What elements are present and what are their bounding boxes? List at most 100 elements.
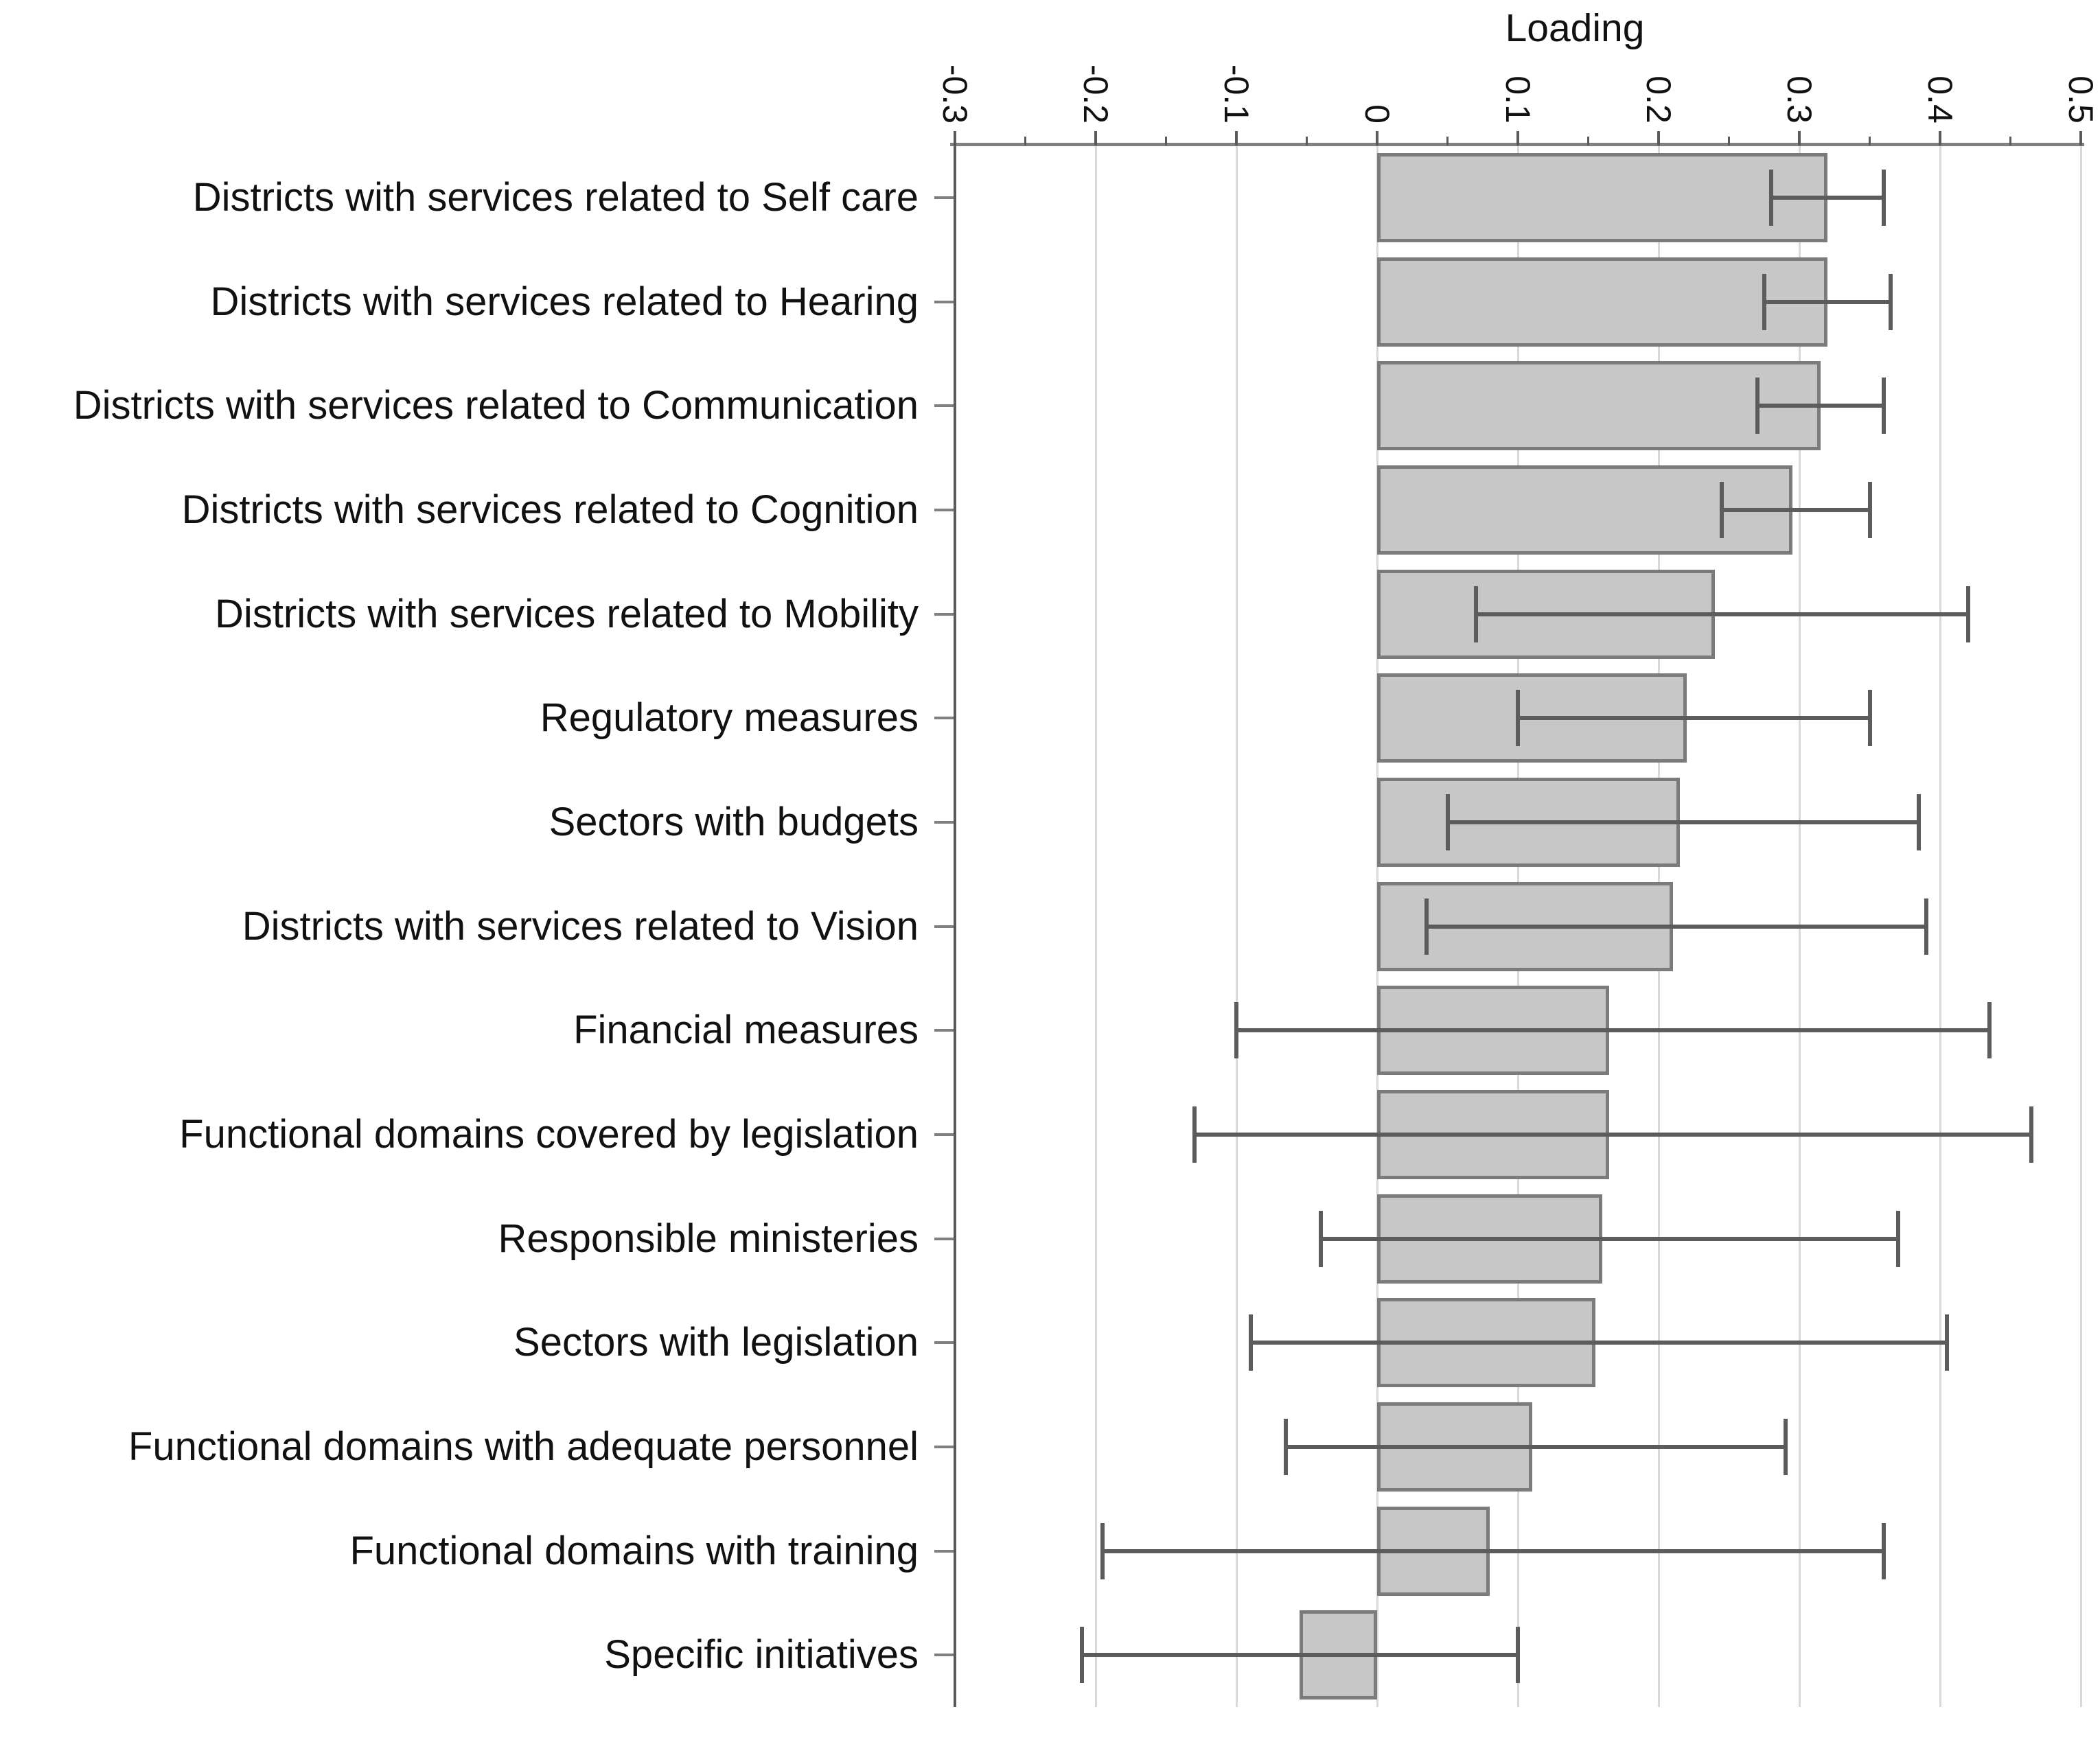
x-tick-major-0.4 (1939, 131, 1941, 146)
x-tick-label--0.2: -0.2 (1076, 64, 1116, 124)
x-tick-minor-6 (1869, 137, 1871, 146)
gridline-0.4 (1939, 146, 1941, 1707)
category-tick-1 (934, 300, 954, 303)
error-bar-cap-high-11 (1945, 1314, 1950, 1371)
category-label: Regulatory measures (540, 695, 919, 741)
category-label: Districts with services related to Visio… (242, 903, 919, 949)
category-label: Districts with services related to Mobil… (215, 591, 919, 636)
error-bar-line-14 (1081, 1653, 1518, 1658)
category-tick-4 (934, 612, 954, 616)
error-bar-cap-low-5 (1516, 690, 1520, 747)
category-label: Sectors with budgets (549, 799, 919, 844)
x-tick-minor-5 (1728, 137, 1730, 146)
x-tick-label-0.1: 0.1 (1498, 76, 1537, 124)
error-bar-cap-high-14 (1516, 1627, 1520, 1684)
category-tick-8 (934, 1029, 954, 1032)
x-tick-label-0: 0 (1357, 104, 1396, 124)
bar-1 (1377, 257, 1827, 347)
error-bar-line-13 (1103, 1548, 1884, 1553)
gridline--0.1 (1235, 146, 1238, 1707)
x-tick-major--0.1 (1235, 131, 1238, 146)
error-bar-cap-low-9 (1192, 1106, 1197, 1163)
category-label: Financial measures (573, 1008, 919, 1053)
error-bar-cap-low-6 (1445, 793, 1450, 850)
category-tick-14 (934, 1654, 954, 1657)
x-tick-minor-2 (1306, 137, 1308, 146)
category-tick-3 (934, 508, 954, 511)
error-bar-cap-high-3 (1867, 481, 1872, 538)
error-bar-cap-low-10 (1319, 1210, 1323, 1267)
category-tick-9 (934, 1133, 954, 1136)
category-label: Districts with services related to Heari… (210, 279, 919, 324)
category-label: Functional domains with adequate personn… (128, 1424, 919, 1469)
error-bar-cap-low-3 (1720, 481, 1724, 538)
error-bar-line-6 (1447, 820, 1919, 824)
error-bar-cap-low-12 (1283, 1418, 1288, 1475)
error-bar-cap-low-14 (1079, 1627, 1084, 1684)
category-tick-11 (934, 1341, 954, 1345)
error-bar-cap-high-1 (1889, 273, 1893, 330)
error-bar-line-10 (1321, 1236, 1898, 1241)
x-tick-minor-7 (2009, 137, 2011, 146)
error-bar-cap-high-5 (1867, 690, 1872, 747)
error-bar-line-2 (1757, 404, 1884, 408)
error-bar-line-4 (1475, 612, 1968, 616)
x-tick-minor-0 (1024, 137, 1026, 146)
x-tick-minor-3 (1446, 137, 1449, 146)
x-axis-title: Loading (1505, 6, 1645, 50)
bar-0 (1377, 152, 1827, 242)
error-bar-cap-high-6 (1917, 793, 1922, 850)
category-tick-5 (934, 717, 954, 720)
error-bar-cap-high-13 (1882, 1522, 1886, 1579)
x-tick-label--0.3: -0.3 (936, 64, 975, 124)
error-bar-cap-low-7 (1424, 898, 1429, 955)
error-bar-cap-low-2 (1755, 378, 1759, 434)
error-bar-line-8 (1236, 1028, 1989, 1033)
x-tick-label-0.3: 0.3 (1779, 76, 1819, 124)
error-bar-cap-low-4 (1473, 585, 1478, 642)
gridline-0.5 (2079, 146, 2082, 1707)
x-tick-label-0.5: 0.5 (2061, 76, 2100, 124)
category-tick-13 (934, 1549, 954, 1553)
error-bar-cap-high-2 (1882, 378, 1886, 434)
error-bar-cap-low-1 (1762, 273, 1766, 330)
error-bar-cap-low-0 (1769, 169, 1773, 226)
gridline--0.2 (1094, 146, 1097, 1707)
category-label: Responsible ministeries (498, 1216, 919, 1261)
category-label: Sectors with legislation (514, 1320, 919, 1365)
x-tick-major-0 (1376, 131, 1378, 146)
category-tick-2 (934, 404, 954, 408)
error-bar-cap-high-0 (1882, 169, 1886, 226)
x-tick-label-0.4: 0.4 (1920, 76, 1959, 124)
category-tick-10 (934, 1237, 954, 1240)
x-tick-major-0.2 (1657, 131, 1660, 146)
category-label: Districts with services related to Self … (192, 174, 919, 220)
error-bar-cap-low-8 (1234, 1002, 1238, 1059)
category-label: Functional domains covered by legislatio… (179, 1111, 919, 1157)
x-tick-major--0.3 (954, 131, 956, 146)
error-bar-line-9 (1194, 1132, 2032, 1137)
error-bar-cap-high-7 (1924, 898, 1928, 955)
error-bar-line-12 (1285, 1444, 1786, 1449)
error-bar-cap-high-10 (1895, 1210, 1900, 1267)
category-tick-12 (934, 1445, 954, 1448)
error-bar-cap-high-9 (2029, 1106, 2034, 1163)
error-bar-line-0 (1771, 195, 1884, 200)
error-bar-line-7 (1426, 924, 1926, 929)
category-tick-7 (934, 925, 954, 928)
error-bar-cap-low-13 (1100, 1522, 1105, 1579)
category-tick-6 (934, 820, 954, 824)
error-bar-line-5 (1518, 716, 1870, 721)
category-label: Districts with services related to Cogni… (181, 487, 919, 532)
x-tick-major-0.5 (2079, 131, 2082, 146)
error-bar-line-1 (1764, 299, 1891, 304)
error-bar-line-3 (1722, 507, 1870, 512)
x-tick-minor-4 (1587, 137, 1589, 146)
category-label: Functional domains with training (349, 1528, 919, 1573)
error-bar-cap-high-8 (1987, 1002, 1992, 1059)
error-bar-cap-low-11 (1248, 1314, 1253, 1371)
error-bar-cap-high-12 (1783, 1418, 1788, 1475)
x-tick-major-0.1 (1516, 131, 1519, 146)
x-tick-minor-1 (1165, 137, 1167, 146)
